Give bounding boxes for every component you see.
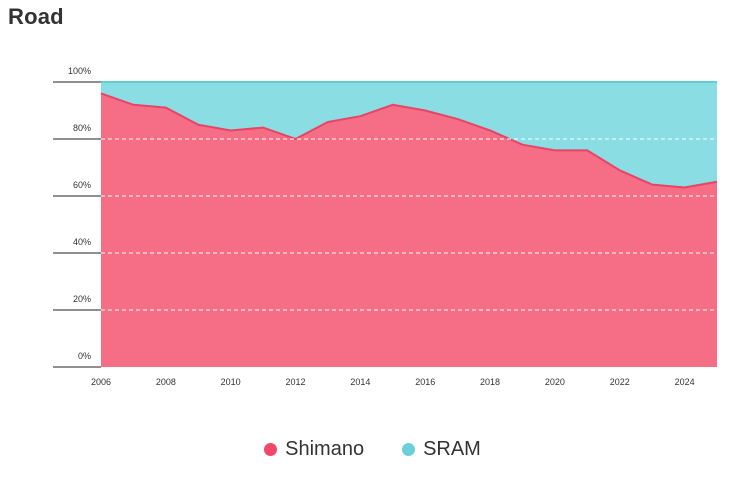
y-tick-label: 60% — [73, 180, 91, 190]
x-tick-label: 2012 — [286, 377, 306, 387]
y-tick-label: 20% — [73, 294, 91, 304]
x-tick-label: 2016 — [415, 377, 435, 387]
y-tick-label: 0% — [78, 351, 91, 361]
x-tick-label: 2006 — [91, 377, 111, 387]
legend-swatch-shimano — [264, 443, 278, 456]
y-tick-label: 100% — [68, 66, 91, 76]
x-tick-label: 2024 — [675, 377, 695, 387]
y-tick-label: 40% — [73, 237, 91, 247]
x-tick-label: 2008 — [156, 377, 176, 387]
legend-label-sram: SRAM — [423, 438, 481, 460]
legend: Shimano SRAM — [0, 438, 745, 461]
area-shimano — [101, 93, 717, 368]
line-shimano — [100, 92, 718, 189]
legend-swatch-sram — [402, 443, 416, 456]
legend-item-shimano[interactable]: Shimano — [264, 438, 364, 461]
legend-label-shimano: Shimano — [285, 438, 365, 460]
x-tick-label: 2020 — [545, 377, 565, 387]
road-area-chart: 0% 20% 40% 60% 80% 100% 2006 2008 2010 2012 2014 2… — [53, 66, 718, 387]
x-tick-label: 2022 — [610, 377, 630, 387]
y-tick-label: 80% — [73, 123, 91, 133]
x-tick-label: 2014 — [350, 377, 370, 387]
x-tick-label: 2018 — [480, 377, 500, 387]
area-sram — [101, 82, 717, 188]
x-tick-label: 2010 — [221, 377, 241, 387]
legend-item-sram[interactable]: SRAM — [402, 438, 481, 461]
chart-title: Road — [8, 4, 64, 29]
